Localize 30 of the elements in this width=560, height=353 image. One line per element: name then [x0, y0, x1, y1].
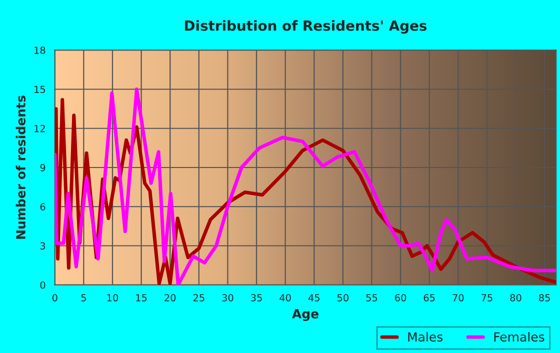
legend-label: Males — [408, 332, 443, 342]
x-tick-label: 75 — [482, 294, 492, 302]
x-tick-label: 55 — [366, 294, 378, 302]
x-tick-label: 60 — [395, 294, 406, 302]
x-tick-label: 0 — [52, 294, 58, 302]
y-tick-label: 18 — [34, 46, 46, 54]
legend-label: Females — [494, 332, 544, 342]
x-tick-label: 15 — [136, 294, 147, 302]
x-tick-label: 45 — [308, 294, 320, 302]
chart-title: Distribution of Residents' Ages — [185, 20, 427, 34]
x-tick-label: 30 — [222, 294, 234, 302]
y-tick-label: 0 — [40, 281, 46, 289]
x-tick-label: 25 — [193, 294, 204, 302]
y-axis-title: Number of residents — [16, 96, 26, 239]
x-tick-label: 65 — [424, 294, 435, 302]
x-tick-label: 20 — [164, 294, 176, 302]
x-tick-label: 10 — [107, 294, 118, 302]
x-tick-label: 40 — [280, 294, 291, 302]
x-tick-label: 35 — [251, 294, 262, 302]
x-tick-label: 50 — [337, 294, 348, 302]
x-tick-label: 80 — [510, 294, 522, 302]
y-tick-label: 15 — [34, 86, 46, 94]
y-tick-label: 9 — [40, 164, 46, 172]
x-axis-title: Age — [292, 309, 318, 321]
x-tick-label: 85 — [539, 294, 550, 302]
y-tick-label: 12 — [34, 124, 45, 132]
y-tick-label: 3 — [40, 242, 46, 250]
x-tick-label: 70 — [452, 294, 464, 302]
x-tick-label: 5 — [81, 294, 86, 302]
y-tick-label: 6 — [40, 203, 46, 210]
